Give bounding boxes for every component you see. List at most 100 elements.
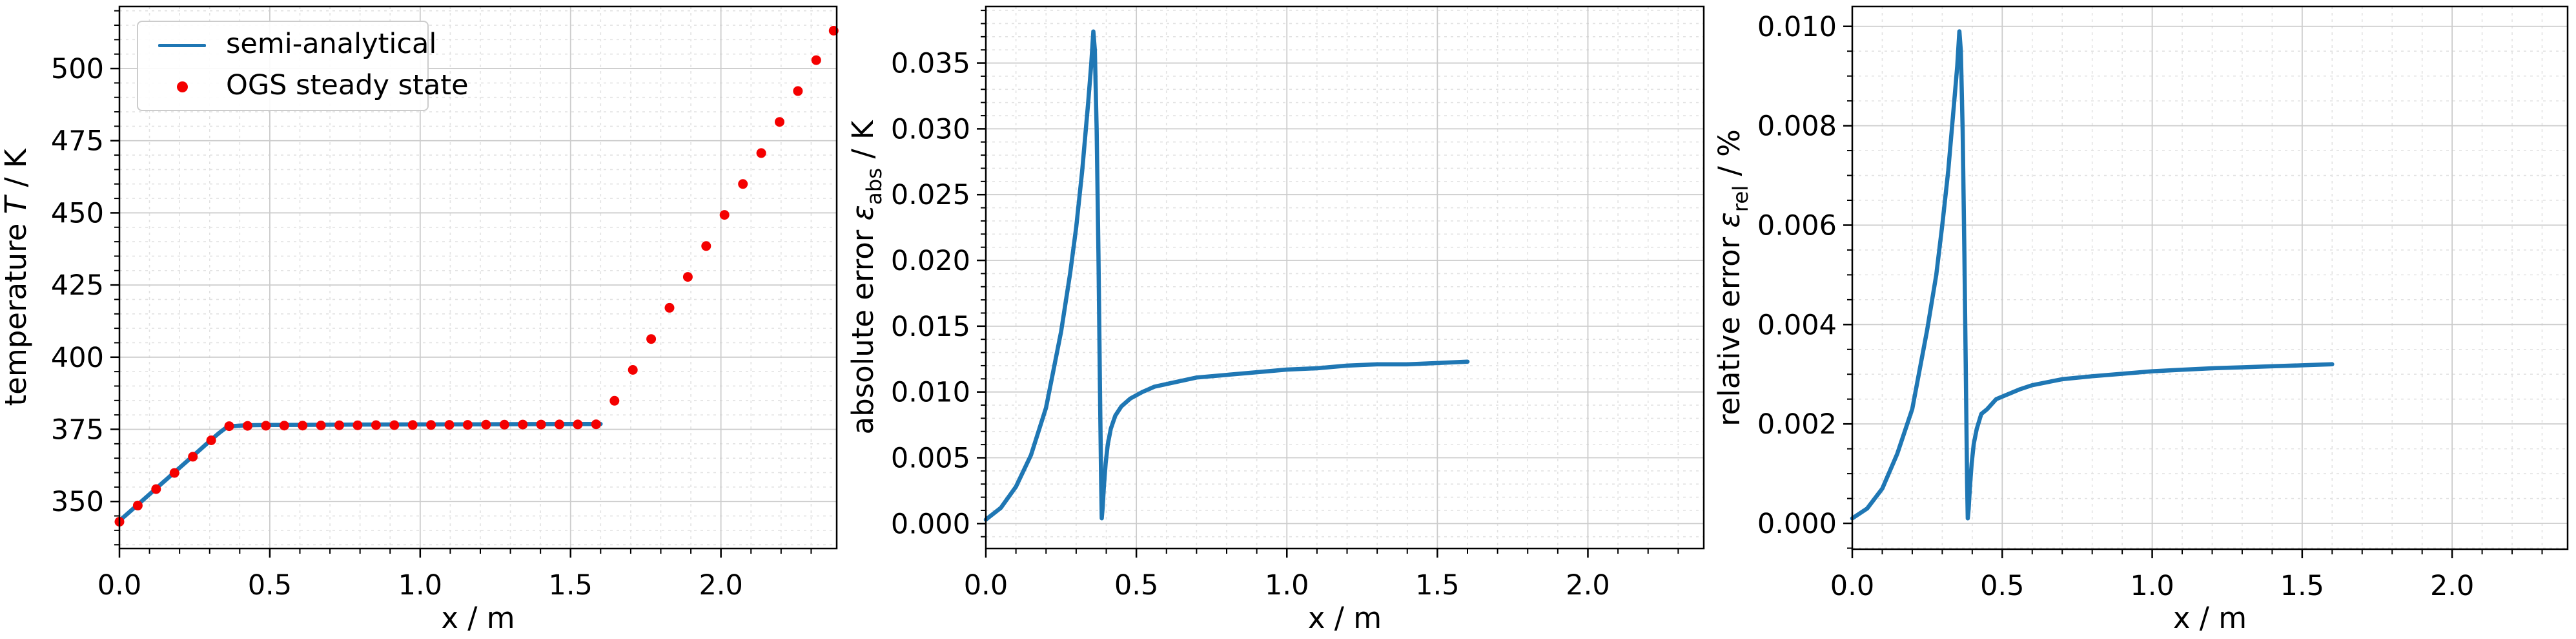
data-point — [756, 148, 766, 158]
series-absolute-error — [983, 29, 1470, 522]
data-point — [298, 421, 308, 431]
data-point — [242, 421, 252, 431]
legend-entry-semi-analytical: semi-analytical — [138, 27, 436, 63]
dot-marker-icon — [176, 81, 188, 92]
x-axis-label: x / m — [2173, 601, 2247, 635]
data-point — [353, 420, 363, 430]
x-tick-label: 0.5 — [248, 569, 292, 602]
data-point — [132, 500, 143, 510]
x-tick-label: 0.5 — [1114, 569, 1158, 602]
x-tick-label: 1.5 — [549, 569, 593, 602]
data-point — [499, 419, 509, 430]
series-OGS-steady-state — [114, 26, 839, 527]
legend-label: OGS steady state — [226, 68, 469, 101]
data-point — [224, 421, 234, 432]
x-tick-label: 0.5 — [1980, 570, 2024, 602]
y-tick-label: 0.000 — [1757, 508, 1837, 540]
grid-minor — [986, 6, 1704, 549]
x-tick-label: 0.0 — [97, 569, 141, 602]
ticks: 0.0 0.5 1.0 1.5 2.0 350 375 400 425 450 475 500 — [51, 10, 812, 602]
y-tick-label: 0.002 — [1757, 408, 1837, 441]
x-tick-label: 1.0 — [2130, 570, 2174, 602]
axes-box — [985, 5, 1705, 550]
data-point — [151, 484, 161, 494]
x-tick-label: 1.0 — [1265, 569, 1309, 602]
y-tick-label: 0.030 — [891, 113, 970, 145]
ticks: 0.0 0.5 1.0 1.5 2.0 0.000 0.005 0.010 0.015 0.020… — [891, 10, 1679, 602]
y-tick-label: 0.005 — [891, 442, 970, 474]
axes-box — [118, 5, 838, 550]
data-point — [664, 302, 675, 313]
y-tick-label: 450 — [51, 197, 104, 229]
y-tick-label: 425 — [51, 269, 104, 302]
data-point — [261, 421, 271, 431]
legend-marker-cell — [138, 81, 226, 92]
relative-error-plot: 0.0 0.5 1.0 1.5 2.0 0.000 0.002 0.004 0.006 0.008… — [1712, 5, 2569, 635]
axes-box — [1851, 5, 2569, 550]
y-tick-label: 0.020 — [891, 245, 970, 277]
absolute-error-plot: 0.0 0.5 1.0 1.5 2.0 0.000 0.005 0.010 0.015 0.020… — [846, 5, 1705, 635]
x-tick-label: 2.0 — [2430, 570, 2474, 602]
data-point — [591, 419, 601, 430]
grid-major — [1852, 6, 2568, 549]
legend-entry-ogs-steady-state: OGS steady state — [138, 68, 469, 105]
x-axis-label: x / m — [441, 601, 515, 635]
x-tick-label: 0.0 — [1830, 570, 1874, 602]
data-point — [628, 365, 638, 375]
data-point — [444, 420, 455, 430]
data-point — [371, 420, 381, 430]
series-relative-error — [1850, 29, 2335, 521]
x-axis-label: x / m — [1308, 601, 1382, 635]
data-point — [169, 468, 179, 478]
y-axis-label: temperature T / K — [0, 148, 33, 406]
data-point — [646, 334, 657, 344]
x-tick-label: 2.0 — [1566, 569, 1610, 602]
data-point — [811, 55, 821, 65]
data-point — [719, 210, 730, 220]
data-point — [518, 419, 528, 430]
x-tick-label: 1.5 — [2280, 570, 2324, 602]
legend-label: semi-analytical — [226, 27, 437, 60]
y-tick-label: 0.015 — [891, 311, 970, 343]
y-tick-label: 0.000 — [891, 508, 970, 540]
data-point — [389, 420, 400, 430]
y-tick-label: 0.010 — [1757, 11, 1837, 43]
data-point — [793, 86, 803, 96]
data-point — [206, 435, 216, 445]
y-tick-label: 0.006 — [1757, 209, 1837, 242]
line-marker-icon — [158, 43, 206, 47]
y-tick-label: 500 — [51, 53, 104, 85]
data-point — [462, 420, 473, 430]
data-point — [573, 419, 583, 430]
data-point — [555, 419, 564, 430]
y-tick-label: 350 — [51, 486, 104, 518]
y-axis-label: relative error εrel / % — [1712, 129, 1753, 426]
y-tick-label: 0.004 — [1757, 309, 1837, 341]
y-tick-label: 0.025 — [891, 179, 970, 211]
data-point — [316, 421, 326, 430]
grid-minor — [1852, 6, 2568, 549]
data-point — [188, 452, 198, 462]
y-tick-label: 375 — [51, 414, 104, 446]
x-tick-label: 2.0 — [699, 569, 742, 602]
x-tick-label: 1.5 — [1415, 569, 1459, 602]
y-axis-label: absolute error εabs / K — [846, 120, 886, 434]
x-tick-label: 1.0 — [398, 569, 442, 602]
data-point — [609, 395, 620, 406]
data-point — [407, 420, 418, 430]
legend-marker-cell — [138, 43, 226, 47]
y-tick-label: 400 — [51, 342, 104, 374]
data-point — [481, 419, 491, 430]
y-tick-label: 0.010 — [891, 377, 970, 409]
data-point — [426, 420, 436, 430]
legend: semi-analytical OGS steady state — [137, 21, 469, 111]
data-point — [701, 241, 711, 251]
data-point — [775, 117, 784, 127]
y-tick-label: 475 — [51, 125, 104, 158]
x-tick-label: 0.0 — [964, 569, 1008, 602]
data-point — [682, 272, 693, 282]
data-point — [334, 420, 344, 430]
data-point — [536, 419, 546, 430]
y-tick-label: 0.035 — [891, 48, 970, 80]
